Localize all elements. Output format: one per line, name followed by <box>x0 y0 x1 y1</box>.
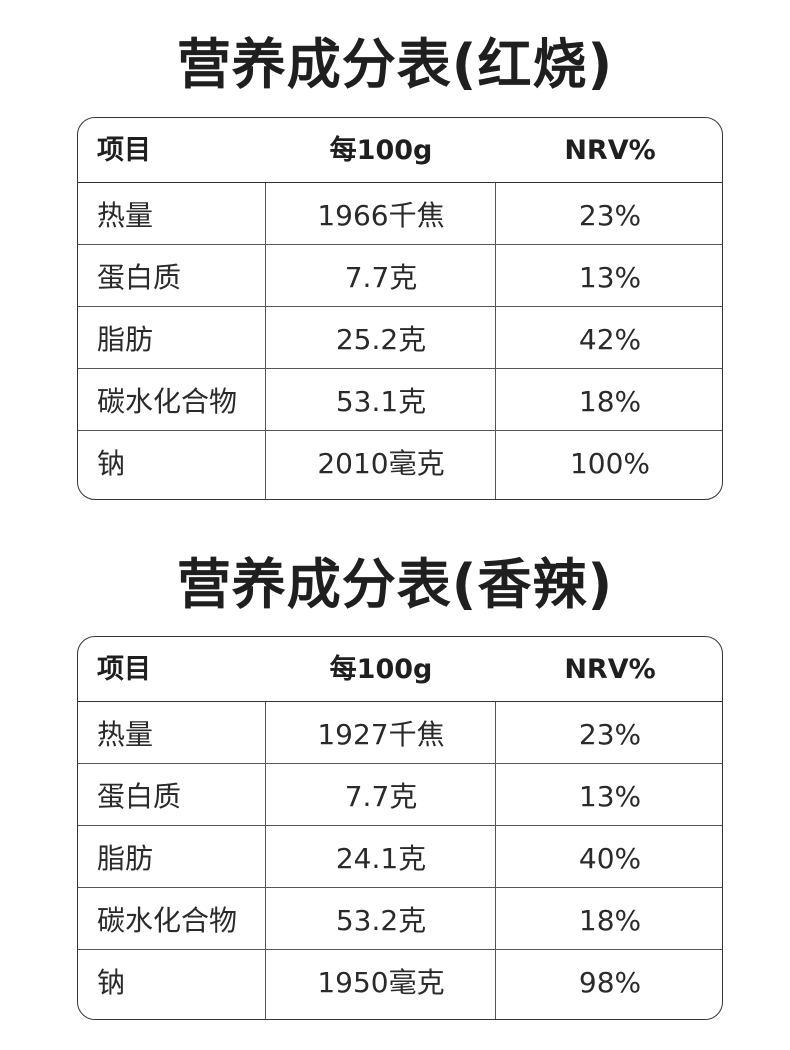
table-row: 钠 1950毫克 98% <box>78 950 722 1012</box>
row-per-100g: 7.7克 <box>344 261 418 294</box>
row-item: 脂肪 <box>97 323 154 356</box>
row-per-100g: 1927千焦 <box>317 718 445 751</box>
table-row: 脂肪 25.2克 42% <box>78 307 722 369</box>
row-nrv: 18% <box>578 385 642 418</box>
table-row: 热量 1966千焦 23% <box>78 183 722 245</box>
row-item: 碳水化合物 <box>97 904 238 937</box>
header-per-100g: 每100g <box>329 135 433 166</box>
column-divider <box>265 183 266 499</box>
table-body: 热量 1927千焦 23% 蛋白质 7.7克 13% 脂肪 24.1克 40% … <box>78 702 722 1012</box>
table-row: 蛋白质 7.7克 13% <box>78 245 722 307</box>
row-per-100g: 1966千焦 <box>317 199 445 232</box>
row-nrv: 23% <box>578 199 642 232</box>
column-divider <box>495 702 496 1019</box>
row-nrv: 23% <box>578 718 642 751</box>
row-per-100g: 24.1克 <box>335 842 427 875</box>
column-divider <box>495 183 496 499</box>
table-header-row: 项目 每100g NRV% <box>78 118 722 183</box>
row-item: 蛋白质 <box>97 261 182 294</box>
row-per-100g: 53.1克 <box>335 385 427 418</box>
row-nrv: 42% <box>578 323 642 356</box>
table-row: 蛋白质 7.7克 13% <box>78 764 722 826</box>
row-item: 钠 <box>97 447 126 480</box>
row-nrv: 13% <box>578 261 642 294</box>
row-per-100g: 53.2克 <box>335 904 427 937</box>
row-nrv: 13% <box>578 780 642 813</box>
row-item: 热量 <box>97 718 154 751</box>
row-item: 脂肪 <box>97 842 154 875</box>
nutrition-title-braised: 营养成分表(红烧) <box>176 33 614 96</box>
nutrition-title-spicy: 营养成分表(香辣) <box>176 553 614 616</box>
row-nrv: 98% <box>578 966 642 999</box>
header-item: 项目 <box>97 135 151 166</box>
header-item: 项目 <box>97 654 151 685</box>
header-nrv: NRV% <box>564 135 656 166</box>
row-nrv: 100% <box>569 447 651 480</box>
column-divider <box>265 702 266 1019</box>
row-item: 钠 <box>97 966 126 999</box>
table-body: 热量 1966千焦 23% 蛋白质 7.7克 13% 脂肪 25.2克 42% … <box>78 183 722 493</box>
row-nrv: 40% <box>578 842 642 875</box>
nutrition-table-spicy: 项目 每100g NRV% 热量 1927千焦 23% 蛋白质 7.7克 13%… <box>77 636 723 1020</box>
row-nrv: 18% <box>578 904 642 937</box>
row-item: 蛋白质 <box>97 780 182 813</box>
row-per-100g: 2010毫克 <box>317 447 445 480</box>
row-item: 热量 <box>97 199 154 232</box>
header-nrv: NRV% <box>564 654 656 685</box>
table-row: 碳水化合物 53.2克 18% <box>78 888 722 950</box>
table-row: 碳水化合物 53.1克 18% <box>78 369 722 431</box>
table-row: 脂肪 24.1克 40% <box>78 826 722 888</box>
row-per-100g: 7.7克 <box>344 780 418 813</box>
table-row: 热量 1927千焦 23% <box>78 702 722 764</box>
table-header-row: 项目 每100g NRV% <box>78 637 722 702</box>
table-row: 钠 2010毫克 100% <box>78 431 722 493</box>
row-per-100g: 1950毫克 <box>317 966 445 999</box>
header-per-100g: 每100g <box>329 654 433 685</box>
nutrition-table-braised: 项目 每100g NRV% 热量 1966千焦 23% 蛋白质 7.7克 13%… <box>77 117 723 500</box>
row-per-100g: 25.2克 <box>335 323 427 356</box>
row-item: 碳水化合物 <box>97 385 238 418</box>
